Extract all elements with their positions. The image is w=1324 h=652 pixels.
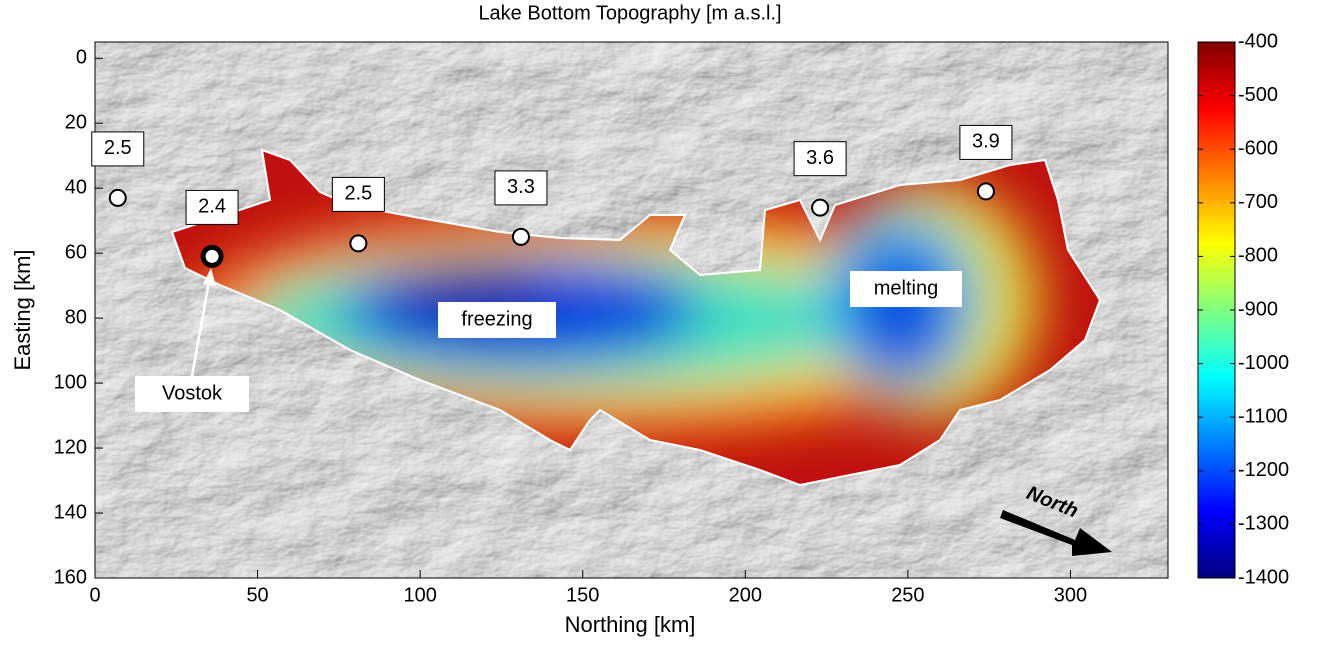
site-marker <box>350 235 366 251</box>
x-tick-label: 300 <box>1054 584 1087 606</box>
y-tick-label: 80 <box>65 306 87 328</box>
annotation: melting <box>874 277 938 299</box>
y-tick-label: 60 <box>65 241 87 263</box>
x-tick-label: 100 <box>403 584 436 606</box>
x-tick-label: 250 <box>891 584 924 606</box>
x-tick-label: 0 <box>89 584 100 606</box>
y-axis-label: Easting [km] <box>10 249 35 370</box>
x-axis-label: Northing [km] <box>565 612 696 637</box>
y-tick-label: 100 <box>54 371 87 393</box>
annotation: Vostok <box>162 382 223 404</box>
annotation: freezing <box>461 308 532 330</box>
site-marker <box>110 190 126 206</box>
colorbar-tick-label: -600 <box>1238 137 1278 159</box>
colorbar-tick-label: -900 <box>1238 298 1278 320</box>
site-marker <box>812 200 828 216</box>
site-label: 3.6 <box>806 147 834 169</box>
y-tick-label: 160 <box>54 566 87 588</box>
y-tick-label: 120 <box>54 436 87 458</box>
site-label: 2.4 <box>198 196 226 218</box>
y-tick-label: 20 <box>65 111 87 133</box>
site-marker <box>978 183 994 199</box>
chart-title: Lake Bottom Topography [m a.s.l.] <box>478 2 781 24</box>
site-label: 2.5 <box>344 183 372 205</box>
colorbar <box>1198 42 1235 578</box>
site-label: 3.9 <box>972 131 1000 153</box>
colorbar-tick-label: -1300 <box>1238 513 1289 535</box>
colorbar-tick-label: -1000 <box>1238 352 1289 374</box>
x-tick-label: 200 <box>729 584 762 606</box>
colorbar-tick-label: -500 <box>1238 84 1278 106</box>
colorbar-tick-label: -1100 <box>1238 405 1288 427</box>
site-label: 2.5 <box>104 137 132 159</box>
site-label: 3.3 <box>507 176 535 198</box>
chart: Lake Bottom Topography [m a.s.l.] Northi… <box>0 0 1324 647</box>
colorbar-tick-label: -400 <box>1238 30 1278 52</box>
y-tick-label: 40 <box>65 176 87 198</box>
colorbar-tick-label: -1200 <box>1238 459 1289 481</box>
y-tick-label: 140 <box>54 501 87 523</box>
y-tick-label: 0 <box>76 47 87 69</box>
site-marker <box>513 229 529 245</box>
colorbar-tick-label: -1400 <box>1238 566 1289 588</box>
x-tick-label: 150 <box>566 584 599 606</box>
colorbar-tick-label: -700 <box>1238 191 1278 213</box>
colorbar-tick-label: -800 <box>1238 245 1278 267</box>
site-marker <box>203 247 221 265</box>
x-tick-label: 50 <box>246 584 268 606</box>
